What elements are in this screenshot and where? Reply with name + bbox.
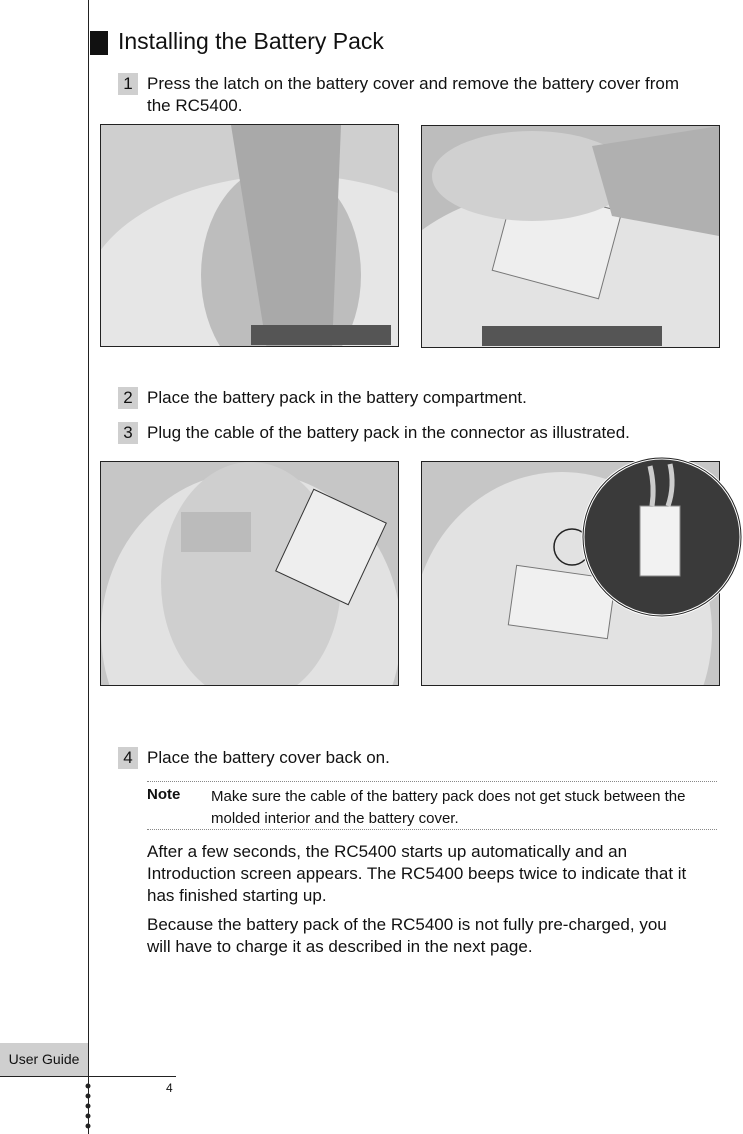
magnified-connector [581, 456, 743, 618]
page-number: 4 [166, 1081, 173, 1095]
paragraph: Because the battery pack of the RC5400 i… [147, 915, 667, 956]
photo-insert-battery [100, 461, 399, 686]
footer-rule [0, 1076, 176, 1077]
title-marker [90, 31, 108, 55]
photo-lift-cover [421, 125, 720, 348]
step-number: 4 [118, 747, 138, 769]
note-label: Note [147, 786, 181, 803]
step-text: Plug the cable of the battery pack in th… [147, 423, 630, 442]
step-text: Place the battery cover back on. [147, 748, 390, 767]
photo-remove-cover [100, 124, 399, 347]
step-text: Press the latch on the battery cover and… [147, 74, 679, 115]
note-text: Make sure the cable of the battery pack … [211, 788, 686, 827]
paragraph: After a few seconds, the RC5400 starts u… [147, 842, 687, 905]
step-number: 1 [118, 73, 138, 95]
title: Installing the Battery Pack [118, 28, 384, 54]
footer-label: User Guide [0, 1043, 88, 1076]
footer-dots [85, 1083, 91, 1129]
step-number: 3 [118, 422, 138, 444]
note-rule [147, 829, 717, 830]
step-number: 2 [118, 387, 138, 409]
margin-rule [88, 0, 89, 1134]
step-text: Place the battery pack in the battery co… [147, 388, 527, 407]
note-rule [147, 781, 717, 782]
